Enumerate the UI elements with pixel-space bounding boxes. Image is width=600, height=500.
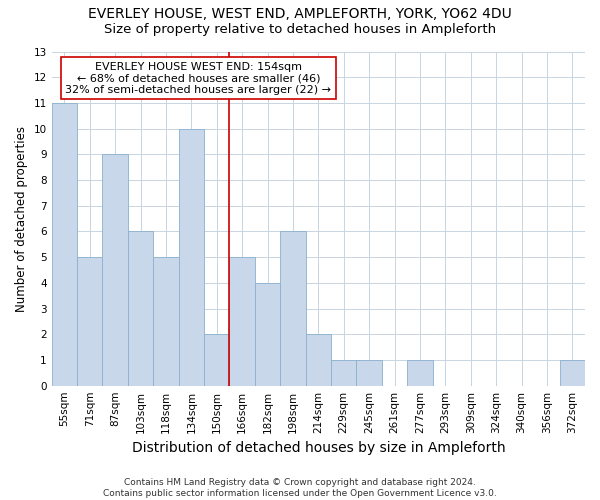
Bar — [103, 154, 128, 386]
Bar — [356, 360, 382, 386]
Text: EVERLEY HOUSE, WEST END, AMPLEFORTH, YORK, YO62 4DU: EVERLEY HOUSE, WEST END, AMPLEFORTH, YOR… — [88, 8, 512, 22]
Bar — [560, 360, 585, 386]
Bar — [331, 360, 356, 386]
Bar — [407, 360, 433, 386]
Bar — [204, 334, 229, 386]
Bar — [280, 232, 305, 386]
Text: EVERLEY HOUSE WEST END: 154sqm
← 68% of detached houses are smaller (46)
32% of : EVERLEY HOUSE WEST END: 154sqm ← 68% of … — [65, 62, 331, 94]
Text: Contains HM Land Registry data © Crown copyright and database right 2024.
Contai: Contains HM Land Registry data © Crown c… — [103, 478, 497, 498]
Y-axis label: Number of detached properties: Number of detached properties — [15, 126, 28, 312]
Bar — [179, 128, 204, 386]
Bar — [229, 257, 255, 386]
Bar — [128, 232, 153, 386]
Bar — [255, 283, 280, 386]
Bar — [52, 103, 77, 386]
X-axis label: Distribution of detached houses by size in Ampleforth: Distribution of detached houses by size … — [131, 441, 505, 455]
Bar — [153, 257, 179, 386]
Bar — [77, 257, 103, 386]
Text: Size of property relative to detached houses in Ampleforth: Size of property relative to detached ho… — [104, 22, 496, 36]
Bar — [305, 334, 331, 386]
